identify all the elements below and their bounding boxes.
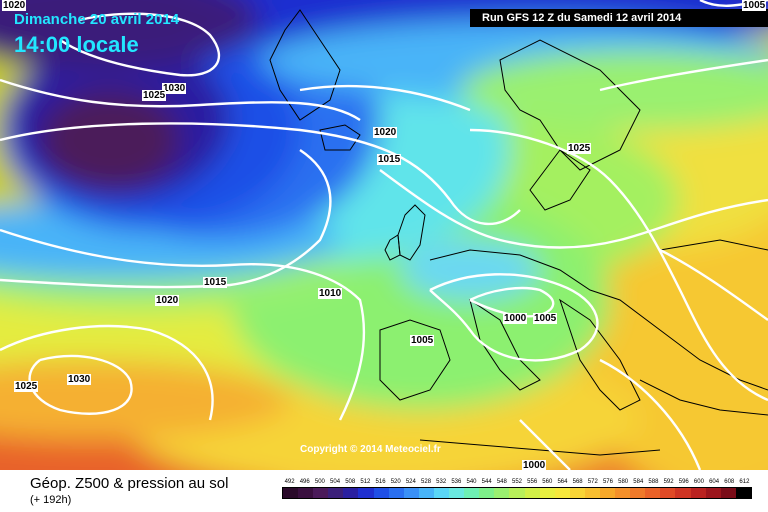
scale-swatch <box>509 488 525 498</box>
scale-swatch <box>313 488 329 498</box>
isobar-label: 1000 <box>522 460 547 470</box>
scale-swatch <box>539 488 555 498</box>
scale-swatch <box>645 488 661 498</box>
scale-label: 528 <box>421 479 432 485</box>
scale-label: 520 <box>390 479 401 485</box>
isobar-label: 1030 <box>67 374 92 385</box>
isobars <box>0 0 768 470</box>
map-title: Géop. Z500 & pression au sol <box>30 475 229 492</box>
isobar-label: 1025 <box>14 381 39 392</box>
scale-labels: 492 496 500 504 508 512 516 520 524 528 532 536 540 5… <box>282 478 752 487</box>
scale-swatch <box>479 488 495 498</box>
isobar-label: 1020 <box>373 127 398 138</box>
forecast-time: 14:00 locale <box>14 32 139 57</box>
isobar-label: 1005 <box>742 0 767 11</box>
scale-swatch <box>615 488 631 498</box>
scale-swatch <box>660 488 676 498</box>
isobar-label: 1020 <box>155 295 180 306</box>
scale-label: 572 <box>587 479 598 485</box>
scale-label: 592 <box>663 479 674 485</box>
color-scale: 492 496 500 504 508 512 516 520 524 528 532 536 540 5… <box>282 478 752 500</box>
scale-swatch <box>358 488 374 498</box>
scale-label: 556 <box>527 479 538 485</box>
scale-label: 560 <box>542 479 553 485</box>
scale-swatch <box>373 488 389 498</box>
scale-label: 576 <box>602 479 613 485</box>
geopotential-field <box>0 0 768 470</box>
scale-label: 524 <box>405 479 416 485</box>
scale-label: 596 <box>678 479 689 485</box>
scale-bar <box>282 487 752 499</box>
scale-swatch <box>584 488 600 498</box>
scale-label: 608 <box>724 479 735 485</box>
scale-swatch <box>343 488 359 498</box>
scale-swatch <box>735 488 751 498</box>
isobar-label: 1015 <box>377 154 402 165</box>
scale-label: 504 <box>330 479 341 485</box>
scale-label: 580 <box>618 479 629 485</box>
isobar-label: 1010 <box>318 288 343 299</box>
scale-swatch <box>494 488 510 498</box>
scale-swatch <box>388 488 404 498</box>
scale-label: 536 <box>451 479 462 485</box>
scale-swatch <box>675 488 691 498</box>
forecast-range: (+ 192h) <box>30 494 72 506</box>
scale-label: 604 <box>709 479 720 485</box>
scale-swatch <box>464 488 480 498</box>
scale-label: 544 <box>481 479 492 485</box>
scale-swatch <box>630 488 646 498</box>
scale-label: 588 <box>648 479 659 485</box>
scale-swatch <box>690 488 706 498</box>
isobar-label: 1025 <box>567 143 592 154</box>
scale-label: 532 <box>436 479 447 485</box>
scale-label: 548 <box>496 479 507 485</box>
forecast-date: Dimanche 20 avril 2014 <box>14 11 180 28</box>
coastlines <box>269 9 768 456</box>
scale-swatch <box>524 488 540 498</box>
scale-swatch <box>433 488 450 498</box>
scale-label: 508 <box>345 479 356 485</box>
scale-swatch <box>298 488 314 498</box>
scale-swatch <box>283 488 299 498</box>
scale-swatch <box>554 488 570 498</box>
weather-map: Dimanche 20 avril 2014 14:00 locale Run … <box>0 0 768 470</box>
scale-label: 512 <box>360 479 371 485</box>
scale-swatch <box>328 488 344 498</box>
scale-label: 600 <box>693 479 704 485</box>
scale-label: 500 <box>314 479 325 485</box>
scale-label: 584 <box>633 479 644 485</box>
scale-swatch <box>720 488 736 498</box>
scale-label: 612 <box>739 479 750 485</box>
scale-label: 552 <box>511 479 522 485</box>
scale-swatch <box>569 488 585 498</box>
isobar-label: 1000 <box>503 313 528 324</box>
scale-label: 568 <box>572 479 583 485</box>
copyright-text: Copyright © 2014 Meteociel.fr <box>300 444 441 455</box>
run-info: Run GFS 12 Z du Samedi 12 avril 2014 <box>470 9 768 27</box>
scale-swatch <box>418 488 434 498</box>
isobar-label: 1015 <box>203 277 228 288</box>
scale-label: 496 <box>299 479 310 485</box>
isobar-label: 1030 <box>162 83 187 94</box>
scale-label: 564 <box>557 479 568 485</box>
scale-label: 516 <box>375 479 386 485</box>
scale-swatch <box>449 488 465 498</box>
isobar-label: 1025 <box>142 90 167 101</box>
scale-swatch <box>403 488 419 498</box>
scale-label: 540 <box>466 479 477 485</box>
scale-label: 492 <box>284 479 295 485</box>
scale-swatch <box>599 488 616 498</box>
isobar-label: 1020 <box>2 0 27 11</box>
isobar-label: 1005 <box>533 313 558 324</box>
scale-swatch <box>705 488 721 498</box>
isobar-label: 1005 <box>410 335 435 346</box>
